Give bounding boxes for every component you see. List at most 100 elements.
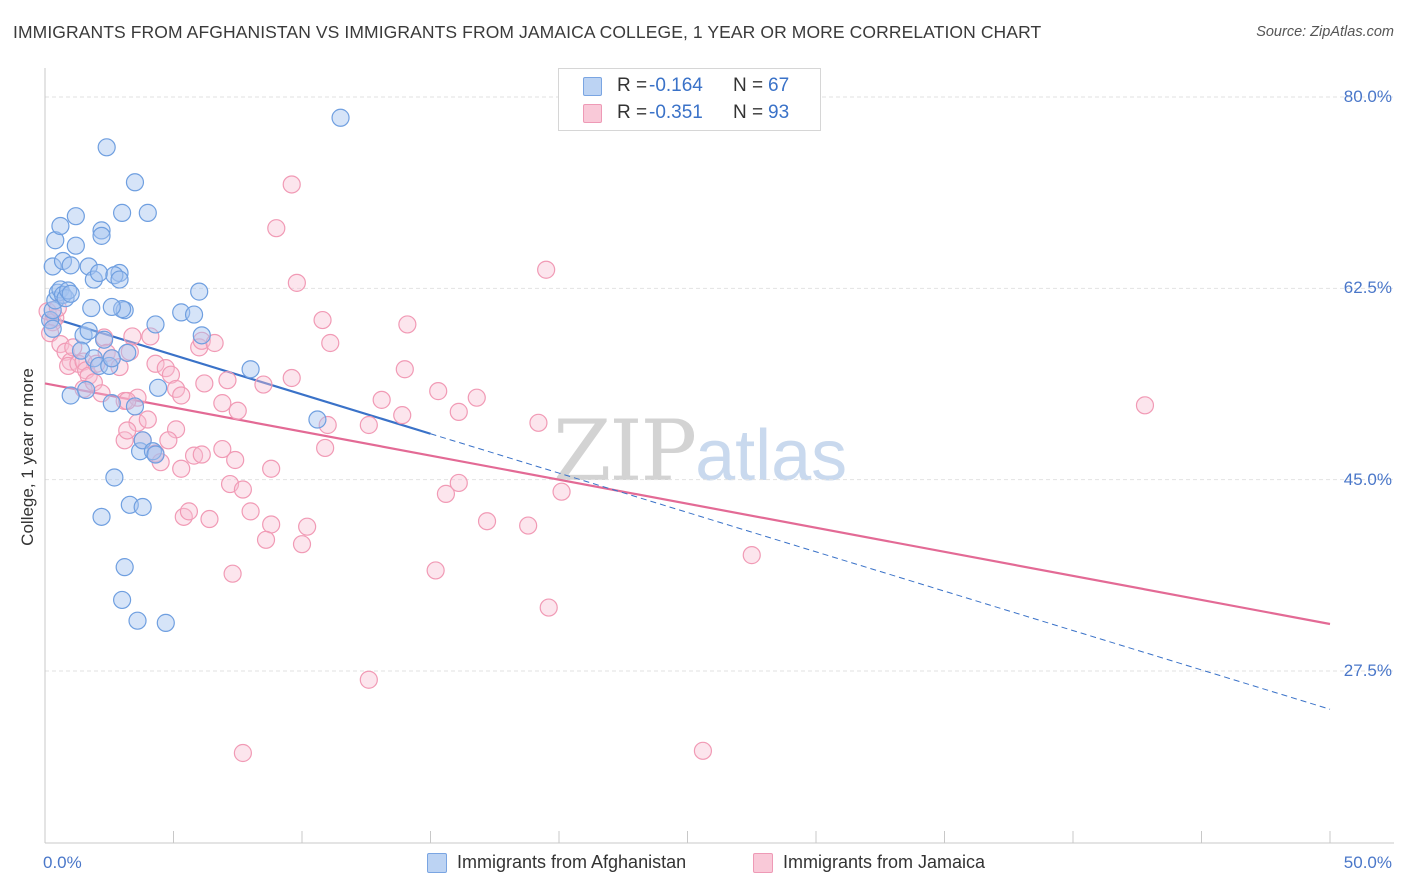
jamaica-point (262, 515, 281, 534)
jamaica-point (529, 413, 548, 432)
jamaica-point (192, 445, 211, 464)
r-label: R = (617, 102, 648, 123)
jamaica-point (449, 402, 468, 421)
afghanistan-point (92, 507, 111, 526)
afghanistan-point (89, 263, 109, 283)
n-label: N = (733, 102, 764, 123)
jamaica-point (287, 273, 306, 292)
afghanistan-point (130, 442, 150, 461)
y-tick-label: 45.0% (1343, 469, 1392, 489)
afghanistan-point (46, 231, 65, 250)
afghanistan-point (97, 138, 116, 157)
jamaica-point (213, 439, 232, 459)
jamaica-point (262, 459, 281, 478)
afghanistan-point (156, 613, 175, 632)
afghanistan-point (241, 360, 260, 379)
jamaica-point (256, 530, 276, 549)
jamaica-point (233, 743, 252, 763)
jamaica-point (316, 438, 335, 458)
jamaica-point (393, 406, 412, 425)
afghanistan-point (82, 298, 101, 318)
jamaica-point (159, 431, 178, 450)
jamaica-point (138, 410, 157, 429)
afghanistan-trend-line (44, 314, 431, 435)
trend-lines (44, 314, 1331, 710)
jamaica-point (254, 375, 273, 394)
afghanistan-point (66, 207, 85, 226)
afghanistan-point (143, 442, 163, 461)
afghanistan-point (190, 282, 209, 301)
source-label: Source: ZipAtlas.com (1256, 24, 1394, 40)
afghanistan-point (92, 226, 111, 245)
jamaica-point (398, 315, 417, 334)
afghanistan-point (128, 611, 147, 630)
jamaica-point (172, 459, 191, 478)
jamaica-point (292, 535, 312, 554)
afghanistan-point (92, 221, 111, 240)
jamaica-point (552, 482, 571, 501)
y-tick-label: 80.0% (1343, 87, 1392, 106)
jamaica-point (298, 517, 317, 536)
jamaica-point (537, 260, 556, 279)
legend-label: Immigrants from Afghanistan (457, 852, 687, 872)
afghanistan-point (148, 378, 168, 397)
jamaica-point (172, 386, 191, 405)
jamaica-point (426, 561, 445, 580)
jamaica-point (184, 446, 204, 465)
jamaica-point (282, 368, 301, 388)
jamaica-swatch (583, 104, 602, 123)
jamaica-point (141, 327, 160, 346)
data-points (38, 108, 1155, 763)
afghanistan-point (125, 173, 145, 192)
afghanistan-point (115, 558, 134, 577)
r-label: R = (617, 75, 648, 96)
r-value: -0.164 (649, 75, 703, 96)
afghanistan-point (43, 319, 62, 338)
axes (44, 68, 1394, 844)
jamaica-point (539, 598, 558, 617)
afghanistan-point (110, 270, 129, 289)
jamaica-point (123, 327, 142, 346)
x-tick-min: 0.0% (43, 853, 82, 872)
afghanistan-point (51, 216, 70, 236)
jamaica-point (118, 421, 137, 440)
afghanistan-point (61, 284, 80, 303)
jamaica-point (161, 365, 181, 384)
jamaica-point (241, 502, 260, 521)
afghanistan-point (118, 343, 137, 362)
afghanistan-trend-extension (430, 433, 1331, 710)
jamaica-point (436, 484, 456, 503)
afghanistan-point (61, 256, 80, 275)
jamaica-point (223, 564, 242, 583)
afghanistan-point (184, 305, 204, 324)
jamaica-point (218, 371, 237, 390)
jamaica-point (395, 360, 414, 379)
afghanistan-point (59, 281, 78, 300)
afghanistan-swatch (427, 853, 447, 873)
n-label: N = (733, 75, 764, 96)
gridlines (45, 96, 1394, 672)
jamaica-point (372, 390, 391, 409)
jamaica-point (282, 175, 301, 194)
jamaica-point (226, 450, 245, 470)
r-value: -0.351 (649, 102, 703, 123)
jamaica-point (467, 388, 486, 407)
jamaica-point (742, 546, 761, 565)
jamaica-point (213, 394, 232, 413)
afghanistan-point (112, 590, 132, 610)
afghanistan-point (133, 497, 152, 517)
afghanistan-point (308, 410, 327, 429)
afghanistan-point (146, 315, 165, 334)
afghanistan-point (331, 108, 350, 127)
afghanistan-point (61, 386, 80, 405)
afghanistan-point (102, 297, 121, 317)
x-tick-max: 50.0% (1343, 853, 1392, 872)
jamaica-point (1135, 396, 1155, 415)
jamaica-point (179, 502, 199, 521)
n-value: 93 (768, 102, 790, 123)
y-axis-label: College, 1 year or more (18, 368, 37, 546)
afghanistan-point (102, 349, 121, 368)
afghanistan-point (138, 203, 157, 222)
afghanistan-swatch (583, 77, 602, 96)
